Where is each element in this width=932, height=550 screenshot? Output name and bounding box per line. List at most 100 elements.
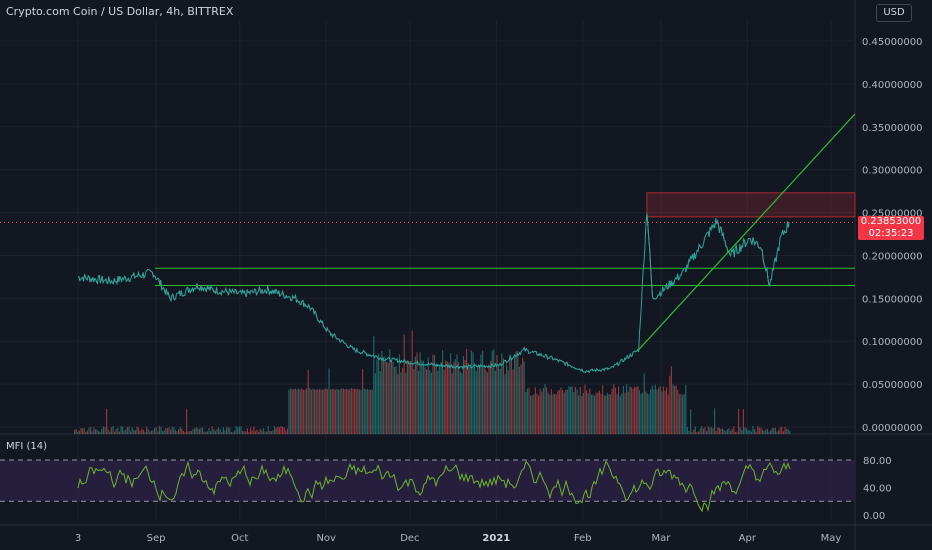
volume-bar bbox=[214, 430, 216, 434]
volume-bar bbox=[722, 428, 724, 434]
time-tick-label: Oct bbox=[231, 533, 248, 544]
volume-bar bbox=[414, 356, 416, 434]
volume-bar bbox=[526, 388, 528, 434]
mfi-pane: 80.00 40.00 0.00 bbox=[0, 456, 892, 522]
volume-bar bbox=[278, 427, 280, 434]
volume-bar bbox=[328, 368, 330, 434]
volume-bar bbox=[82, 428, 84, 434]
volume-bar bbox=[493, 349, 495, 434]
volume-bar bbox=[706, 431, 708, 434]
volume-bar bbox=[466, 349, 468, 434]
volume-bar bbox=[98, 431, 100, 434]
volume-bar bbox=[299, 389, 301, 434]
volume-bar bbox=[544, 384, 546, 434]
volume-bar bbox=[384, 356, 386, 434]
volume-bar bbox=[462, 356, 464, 434]
volume-bar bbox=[282, 426, 284, 434]
mfi-indicator-label[interactable]: MFI (14) bbox=[6, 441, 48, 452]
volume-bar bbox=[746, 428, 748, 434]
volume-bar bbox=[262, 428, 264, 434]
volume-bar bbox=[498, 366, 500, 434]
price-tick-label: 0.40000000 bbox=[862, 80, 922, 91]
volume-bar bbox=[298, 388, 300, 434]
volume-bar bbox=[205, 431, 207, 434]
currency-button[interactable]: USD bbox=[876, 4, 912, 22]
volume-bar bbox=[272, 430, 274, 434]
volume-bar bbox=[246, 428, 248, 434]
volume-bar bbox=[267, 426, 269, 434]
volume-bar bbox=[685, 384, 687, 434]
volume-bar bbox=[630, 387, 632, 434]
volume-bar bbox=[170, 429, 172, 434]
volume-bar bbox=[86, 430, 88, 434]
volume-bar bbox=[88, 427, 90, 434]
volume-bar bbox=[269, 430, 271, 434]
volume-bar bbox=[330, 389, 332, 434]
volume-bar bbox=[566, 389, 568, 434]
volume-bar bbox=[432, 354, 434, 434]
volume-bar bbox=[715, 430, 717, 434]
volume-bar bbox=[518, 366, 520, 434]
volume-bar bbox=[339, 389, 341, 434]
volume-bar bbox=[410, 361, 412, 434]
volume-bar bbox=[235, 426, 237, 434]
volume-bar bbox=[763, 431, 765, 434]
volume-bar bbox=[136, 426, 138, 434]
volume-bar bbox=[325, 388, 327, 434]
volume-bar bbox=[291, 389, 293, 434]
volume-bar bbox=[157, 431, 159, 434]
volume-bar bbox=[570, 386, 572, 434]
volume-bar bbox=[747, 430, 749, 434]
volume-bar bbox=[584, 384, 586, 434]
volume-bar bbox=[478, 364, 480, 434]
volume-bar bbox=[624, 392, 626, 434]
volume-bar bbox=[160, 426, 162, 434]
volume-bar bbox=[635, 387, 637, 434]
mfi-line bbox=[77, 460, 791, 513]
volume-bar bbox=[203, 431, 205, 434]
volume-bar bbox=[730, 430, 732, 434]
volume-bar bbox=[224, 430, 226, 434]
volume-bar bbox=[382, 357, 384, 434]
volume-bar bbox=[702, 428, 704, 434]
volume-bar bbox=[789, 430, 791, 434]
volume-bar bbox=[429, 370, 431, 434]
volume-bar bbox=[600, 393, 602, 434]
volume-bar bbox=[318, 389, 320, 434]
volume-bar bbox=[261, 430, 263, 434]
volume-bar bbox=[675, 385, 677, 434]
volume-bar bbox=[650, 389, 652, 434]
trendline[interactable] bbox=[638, 113, 856, 351]
volume-bar bbox=[661, 391, 663, 434]
volume-bar bbox=[248, 431, 250, 434]
volume-bar bbox=[501, 353, 503, 434]
volume-bar bbox=[666, 387, 668, 434]
volume-bar bbox=[77, 431, 79, 434]
volume-bar bbox=[770, 430, 772, 434]
volume-bar bbox=[645, 391, 647, 434]
volume-bar bbox=[738, 408, 740, 434]
volume-bar bbox=[307, 369, 309, 434]
volume-bar bbox=[304, 389, 306, 434]
volume-bar bbox=[301, 388, 303, 434]
symbol-title[interactable]: Crypto.com Coin / US Dollar, 4h, BITTREX bbox=[6, 5, 234, 18]
volume-bar bbox=[589, 388, 591, 434]
volume-bar bbox=[315, 389, 317, 434]
price-tick-label: 0.45000000 bbox=[862, 37, 922, 48]
volume-bar bbox=[512, 369, 514, 434]
volume-bar bbox=[728, 428, 730, 434]
volume-bar bbox=[603, 395, 605, 434]
volume-bar bbox=[147, 429, 149, 434]
volume-bar bbox=[149, 431, 151, 434]
price-tick-label: 0.00000000 bbox=[862, 423, 922, 434]
volume-bar bbox=[549, 394, 551, 434]
volume-bar bbox=[226, 427, 228, 434]
mfi-tick-label: 80.00 bbox=[863, 456, 892, 467]
volume-bar bbox=[485, 369, 487, 434]
volume-bar bbox=[338, 389, 340, 434]
time-tick-label: Feb bbox=[574, 533, 592, 544]
volume-bar bbox=[374, 373, 376, 434]
volume-bar bbox=[778, 430, 780, 434]
volume-bar bbox=[458, 361, 460, 434]
volume-bar bbox=[386, 361, 388, 434]
